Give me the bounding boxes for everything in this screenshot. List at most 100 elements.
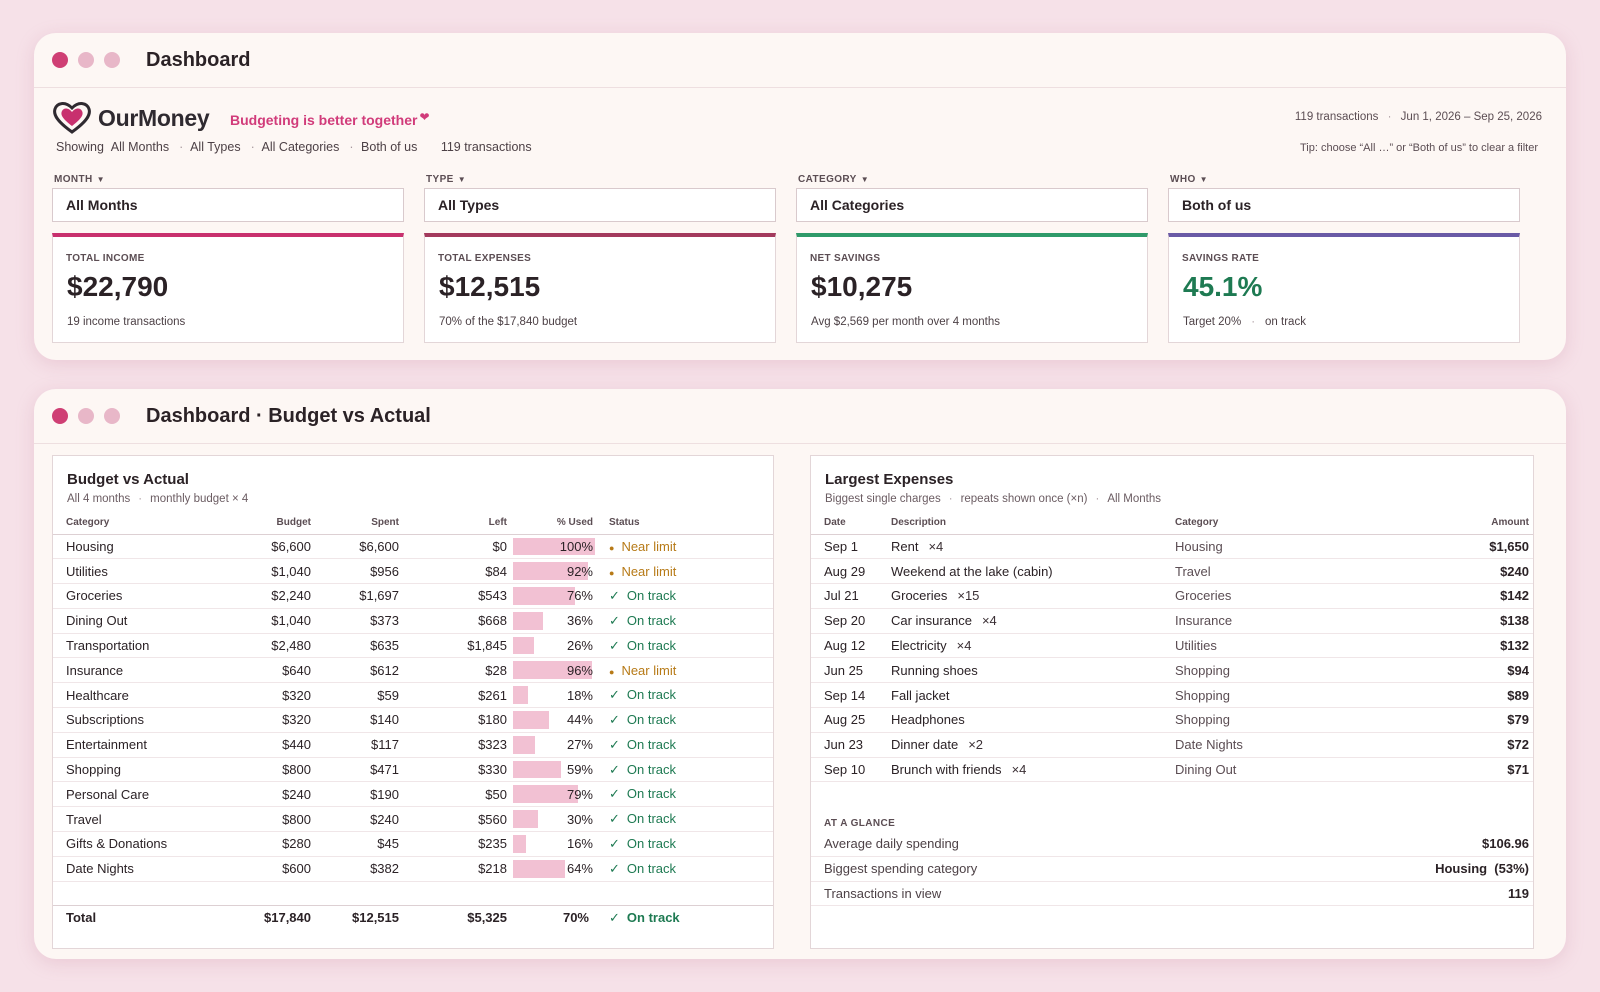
pct-used-bar bbox=[513, 735, 536, 754]
repeat-count: ×4 bbox=[956, 638, 972, 654]
glance-value: 119 bbox=[1508, 885, 1529, 901]
table-row[interactable]: Entertainment $440 $117 $323 27% ✓ On track bbox=[53, 732, 773, 758]
status-text: On track bbox=[626, 860, 677, 876]
spent-cell: $635 bbox=[315, 633, 403, 659]
category-select[interactable]: All Categories bbox=[796, 188, 1148, 222]
description-cell: Car insurance ×4 bbox=[887, 608, 1171, 634]
table-row[interactable]: Sep 1 Rent ×4 Housing $1,650 bbox=[811, 534, 1533, 560]
close-window-button[interactable] bbox=[52, 408, 68, 424]
column-header[interactable]: Description bbox=[887, 512, 1171, 535]
glance-label: Transactions in view bbox=[824, 885, 942, 901]
pct-used-bar bbox=[513, 785, 578, 804]
stat-label: SAVINGS RATE bbox=[1182, 253, 1260, 264]
check-icon: ✓ bbox=[609, 811, 620, 827]
category-cell: Date Nights bbox=[1171, 732, 1411, 758]
repeat-count: ×4 bbox=[928, 538, 944, 554]
table-row[interactable]: Aug 12 Electricity ×4 Utilities $132 bbox=[811, 633, 1533, 659]
category-cell: Housing bbox=[1171, 534, 1411, 560]
spent-cell: $240 bbox=[315, 806, 403, 833]
total-budget: $17,840 bbox=[264, 910, 311, 926]
status-text: On track bbox=[626, 761, 677, 777]
status-cell: ✓ On track bbox=[597, 781, 773, 808]
table-row[interactable]: Travel $800 $240 $560 30% ✓ On track bbox=[53, 806, 773, 833]
table-row[interactable]: Healthcare $320 $59 $261 18% ✓ On track bbox=[53, 682, 773, 709]
table-row[interactable]: Shopping $800 $471 $330 59% ✓ On track bbox=[53, 757, 773, 783]
status-text: On track bbox=[626, 736, 677, 752]
column-header[interactable]: Spent bbox=[315, 512, 403, 535]
minimize-window-button[interactable] bbox=[78, 52, 94, 68]
check-icon: ✓ bbox=[609, 909, 620, 925]
filter-summary-type: All Types bbox=[190, 140, 241, 154]
table-row[interactable]: Subscriptions $320 $140 $180 44% ✓ On track bbox=[53, 707, 773, 733]
pct-used-cell: 100% bbox=[511, 534, 597, 560]
panel-title: Largest Expenses bbox=[825, 471, 954, 488]
month-select[interactable]: All Months bbox=[52, 188, 404, 222]
caret-down-icon: ▼ bbox=[860, 175, 870, 184]
description-text: Groceries bbox=[891, 588, 948, 604]
table-row[interactable]: Dining Out $1,040 $373 $668 36% ✓ On track bbox=[53, 608, 773, 634]
pct-used-cell: 16% bbox=[511, 831, 597, 857]
table-row[interactable]: Sep 20 Car insurance ×4 Insurance $138 bbox=[811, 608, 1533, 634]
table-row[interactable]: Utilities $1,040 $956 $84 92% ● Near limit bbox=[53, 558, 773, 585]
column-header[interactable]: Amount bbox=[1411, 512, 1533, 535]
table-row[interactable]: Insurance $640 $612 $28 96% ● Near limit bbox=[53, 657, 773, 684]
amount-cell: $132 bbox=[1411, 633, 1533, 659]
status-cell: ✓ On track bbox=[597, 757, 773, 783]
pct-used-cell: 79% bbox=[511, 781, 597, 808]
left-cell: $261 bbox=[403, 682, 511, 709]
empty-cell bbox=[403, 881, 511, 906]
window-title: Dashboard · Budget vs Actual bbox=[146, 404, 431, 427]
column-header[interactable]: Category bbox=[53, 512, 225, 535]
table-row[interactable]: Jun 25 Running shoes Shopping $94 bbox=[811, 657, 1533, 684]
maximize-window-button[interactable] bbox=[104, 408, 120, 424]
pct-used-value: 36% bbox=[566, 613, 593, 629]
caret-down-icon: ▼ bbox=[96, 175, 105, 184]
pct-used-bar bbox=[513, 711, 550, 729]
check-icon: ✓ bbox=[609, 637, 620, 653]
table-row[interactable]: Gifts & Donations $280 $45 $235 16% ✓ On track bbox=[53, 831, 773, 857]
table-row[interactable]: Aug 29 Weekend at the lake (cabin) Travel $… bbox=[811, 558, 1533, 585]
table-row[interactable]: Date Nights $600 $382 $218 64% ✓ On track bbox=[53, 856, 773, 882]
category-cell: Insurance bbox=[53, 657, 225, 684]
check-icon: ✓ bbox=[609, 835, 620, 851]
minimize-window-button[interactable] bbox=[78, 408, 94, 424]
close-window-button[interactable] bbox=[52, 52, 68, 68]
filter-summary-month: All Months bbox=[110, 140, 170, 154]
category-cell: Subscriptions bbox=[53, 707, 225, 733]
table-row[interactable]: Aug 25 Headphones Shopping $79 bbox=[811, 707, 1533, 733]
column-header[interactable]: % Used bbox=[511, 512, 597, 535]
spent-cell: $612 bbox=[315, 657, 403, 684]
description-text: Headphones bbox=[891, 712, 965, 728]
who-select[interactable]: Both of us bbox=[1168, 188, 1520, 222]
table-row[interactable]: Jun 23 Dinner date ×2 Date Nights $72 bbox=[811, 732, 1533, 758]
category-cell: Travel bbox=[1171, 558, 1411, 585]
empty-cell bbox=[53, 881, 225, 906]
maximize-window-button[interactable] bbox=[104, 52, 120, 68]
column-header[interactable]: Status bbox=[597, 512, 773, 535]
spent-cell: $382 bbox=[315, 856, 403, 882]
column-header[interactable]: Budget bbox=[225, 512, 315, 535]
description-text: Running shoes bbox=[891, 662, 978, 678]
stat-value: $12,515 bbox=[439, 271, 541, 302]
table-row[interactable]: Sep 10 Brunch with friends ×4 Dining Out $71 bbox=[811, 757, 1533, 783]
empty-cell bbox=[511, 881, 597, 906]
pct-used-bar bbox=[513, 760, 562, 779]
total-pct-value: 70% bbox=[562, 910, 589, 926]
amount-cell: $142 bbox=[1411, 583, 1533, 609]
repeat-count: ×15 bbox=[957, 588, 980, 604]
column-header[interactable]: Category bbox=[1171, 512, 1411, 535]
table-row[interactable]: Groceries $2,240 $1,697 $543 76% ✓ On track bbox=[53, 583, 773, 609]
left-cell: $50 bbox=[403, 781, 511, 808]
budget-vs-actual-panel: Budget vs Actual All 4 months · monthly bu… bbox=[52, 455, 774, 949]
table-row[interactable]: Transportation $2,480 $635 $1,845 26% ✓ On tra… bbox=[53, 633, 773, 659]
filter-summary-who: Both of us bbox=[361, 140, 418, 154]
table-row[interactable]: Personal Care $240 $190 $50 79% ✓ On track bbox=[53, 781, 773, 808]
table-row[interactable]: Sep 14 Fall jacket Shopping $89 bbox=[811, 682, 1533, 709]
column-header[interactable]: Date bbox=[811, 512, 887, 535]
panel-title: Budget vs Actual bbox=[67, 471, 189, 488]
column-header[interactable]: Left bbox=[403, 512, 511, 535]
type-select[interactable]: All Types bbox=[424, 188, 776, 222]
table-row[interactable]: Jul 21 Groceries ×15 Groceries $142 bbox=[811, 583, 1533, 609]
status-text: On track bbox=[626, 786, 677, 802]
table-row[interactable]: Housing $6,600 $6,600 $0 100% ● Near limit bbox=[53, 534, 773, 560]
